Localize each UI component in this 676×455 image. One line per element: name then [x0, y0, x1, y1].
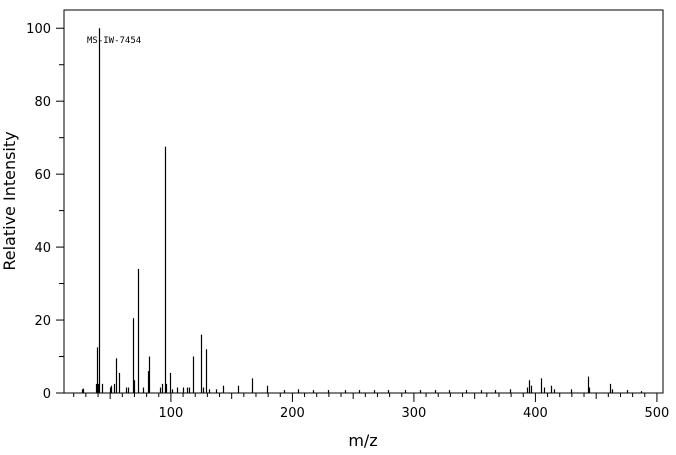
- x-tick-label: 200: [280, 406, 305, 421]
- x-tick-label: 100: [159, 406, 184, 421]
- x-tick-label: 500: [645, 406, 670, 421]
- x-axis-title: m/z: [348, 431, 377, 450]
- spectrum-peaks: [81, 28, 643, 393]
- plot-frame: [63, 9, 664, 394]
- y-tick-label: 0: [43, 387, 51, 402]
- x-axis-ticks: 100 200 300 400 500: [73, 393, 670, 421]
- y-axis-ticks: 0 20 40 60 80 100: [26, 22, 64, 402]
- y-tick-label: 20: [34, 314, 51, 329]
- y-tick-label: 40: [34, 241, 51, 256]
- x-tick-label: 300: [402, 406, 427, 421]
- y-axis-title: Relative Intensity: [0, 131, 19, 270]
- y-tick-label: 60: [34, 168, 51, 183]
- y-tick-label: 80: [34, 95, 51, 110]
- x-tick-label: 400: [523, 406, 548, 421]
- spectrum-id-annotation: MS-IW-7454: [87, 36, 141, 46]
- y-tick-label: 100: [26, 22, 51, 37]
